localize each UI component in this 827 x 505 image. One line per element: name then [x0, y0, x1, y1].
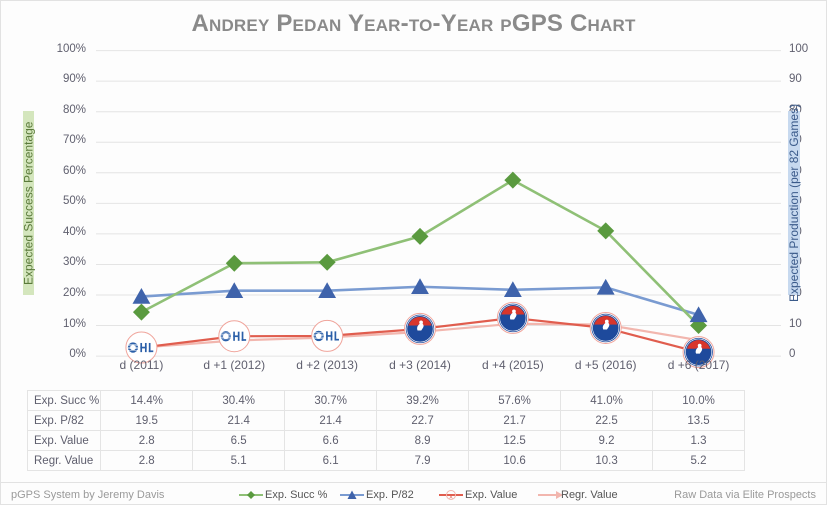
svg-text:x: x — [449, 494, 453, 501]
